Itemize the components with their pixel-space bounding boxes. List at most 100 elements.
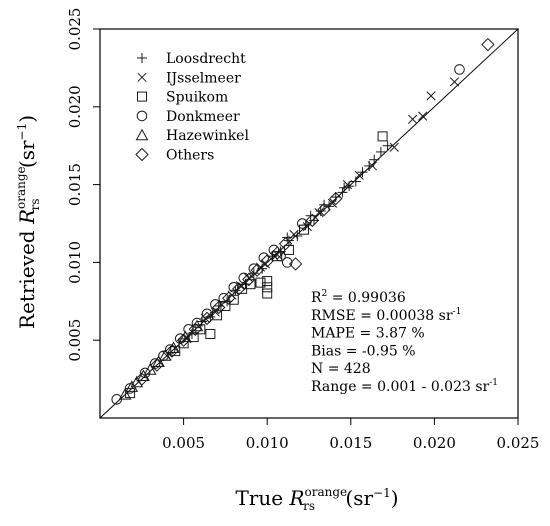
data-point-diamond — [200, 311, 214, 326]
data-point-circle — [268, 244, 280, 256]
data-point-diamond — [188, 322, 203, 337]
data-point-diamond — [232, 282, 246, 296]
data-point-square — [170, 346, 181, 357]
x-tick-label: 0.010 — [246, 434, 289, 452]
data-point-triangle — [143, 363, 157, 375]
data-point-cross — [314, 208, 324, 218]
x-tick-label: 0.020 — [413, 434, 456, 452]
data-point-circle — [210, 299, 221, 310]
data-point-square — [262, 288, 273, 299]
data-point-diamond — [135, 372, 149, 386]
data-points — [111, 37, 495, 405]
data-point-diamond — [250, 263, 264, 277]
legend-marker-triangle — [135, 128, 149, 141]
data-point-square — [212, 310, 223, 321]
legend-label: IJsselmeer — [166, 70, 241, 86]
data-point-square — [377, 131, 388, 142]
data-point-diamond — [329, 191, 343, 206]
data-point-circle — [191, 317, 203, 329]
data-point-triangle — [178, 330, 192, 343]
stat-line: RMSE = 0.00038 sr-1 — [311, 307, 461, 324]
data-point-diamond — [305, 213, 320, 228]
data-point-circle — [454, 64, 465, 75]
data-point-cross — [354, 170, 364, 180]
x-axis: 0.005 0.010 0.015 0.020 0.025 — [162, 418, 539, 452]
data-point-cross — [418, 111, 428, 121]
data-point-cross — [408, 114, 418, 124]
data-point-square — [262, 276, 273, 287]
legend-label: Spuikom — [166, 90, 228, 106]
legend-marker-square — [137, 91, 147, 102]
data-point-cross — [426, 91, 436, 101]
stat-line: Range = 0.001 - 0.023 sr-1 — [311, 378, 498, 395]
data-point-circle — [275, 250, 286, 262]
data-point-triangle — [152, 355, 165, 367]
data-point-diamond — [270, 246, 284, 260]
data-point-diamond — [165, 344, 179, 358]
data-point-cross — [389, 142, 399, 152]
y-axis-title: Retrieved Rorangers (sr−1) — [14, 115, 42, 329]
data-point-diamond — [288, 257, 303, 271]
data-point-triangle — [118, 388, 132, 400]
data-point-triangle — [190, 319, 204, 332]
data-point-triangle — [158, 349, 172, 361]
data-point-square — [228, 294, 239, 305]
stat-line: Bias = -0.95 % — [311, 343, 416, 359]
data-point-circle — [238, 272, 250, 284]
data-point-diamond — [317, 202, 331, 217]
y-axis: 0.005 0.010 0.015 0.020 0.025 — [66, 8, 100, 362]
data-point-cross — [289, 229, 299, 239]
data-point-cross — [449, 77, 460, 87]
data-point-triangle — [130, 375, 144, 388]
legend-marker-circle — [136, 110, 148, 122]
data-point-plus — [337, 187, 348, 198]
data-point-diamond — [260, 254, 274, 268]
data-point-cross — [342, 179, 353, 190]
data-point-plus — [319, 199, 330, 210]
legend-label: Donkmeer — [166, 109, 240, 125]
stat-line: R2 = 0.99036 — [311, 289, 406, 306]
data-point-square — [262, 282, 273, 293]
data-point-circle — [139, 367, 151, 379]
y-tick-label: 0.015 — [66, 163, 84, 206]
data-point-cross — [367, 161, 378, 171]
y-tick-label: 0.010 — [66, 241, 84, 284]
x-axis-title: True Rorange rs (sr−1) — [235, 485, 398, 513]
data-point-plus — [230, 285, 241, 296]
data-point-diamond — [176, 333, 191, 347]
legend: Loosdrecht IJsselmeer Spuikom Donkmeer Hazew… — [135, 51, 249, 164]
data-point-square — [272, 251, 283, 262]
legend-marker-plus — [137, 53, 147, 63]
legend-label: Others — [166, 148, 214, 164]
data-point-circle — [258, 252, 270, 264]
data-point-square — [188, 332, 199, 343]
data-point-triangle — [167, 341, 180, 353]
data-point-square — [195, 324, 206, 335]
data-point-square — [298, 224, 309, 235]
data-point-cross — [327, 198, 338, 208]
data-point-plus — [292, 230, 303, 241]
data-point-diamond — [481, 37, 495, 52]
data-point-circle — [164, 344, 176, 355]
data-point-circle — [297, 218, 308, 229]
data-point-circle — [228, 281, 240, 293]
data-point-plus — [375, 146, 386, 157]
plot-frame — [99, 28, 519, 419]
legend-label: Loosdrecht — [166, 51, 246, 67]
data-point-circle — [183, 324, 194, 335]
data-point-square — [245, 279, 256, 290]
data-point-diamond — [212, 300, 226, 315]
legend-label: Hazewinkel — [166, 128, 249, 144]
x-tick-label: 0.025 — [497, 434, 540, 452]
data-point-circle — [218, 292, 230, 304]
x-tick-label: 0.005 — [162, 434, 205, 452]
data-point-square — [283, 244, 294, 255]
data-point-square — [205, 328, 216, 339]
data-point-diamond — [150, 358, 164, 372]
stat-line: N = 428 — [311, 361, 371, 377]
data-point-plus — [369, 154, 380, 165]
stat-line: MAPE = 3.87 % — [311, 326, 425, 342]
data-point-plus — [382, 140, 393, 151]
